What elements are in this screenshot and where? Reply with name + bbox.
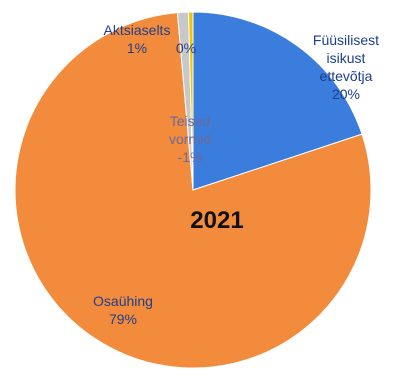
- slice-label-0-line-1: isikust: [327, 50, 366, 66]
- slice-label-0-line-2: ettevõtja: [320, 68, 373, 84]
- extra-label-line-0: Teised: [170, 113, 210, 129]
- slice-label-0-line-0: Füüsilisest: [313, 32, 379, 48]
- chart-center-title: 2021: [190, 207, 243, 234]
- slice-value-2: 1%: [127, 40, 147, 56]
- pie-slice-3: [188, 11, 194, 191]
- slice-value-3: 0%: [176, 40, 196, 56]
- slice-label-1-line-0: Osaühing: [93, 293, 153, 309]
- slice-value-0: 20%: [332, 86, 360, 102]
- extra-label-line-1: vormid: [169, 131, 211, 147]
- pie-labels: Füüsilisest isikust ettevõtja 20% Osaühing 79…: [93, 22, 379, 327]
- pie-slice-1: [14, 12, 372, 369]
- pie-slices: [14, 11, 372, 369]
- slice-label-2-line-0: Aktsiaselts: [104, 22, 171, 38]
- extra-label-value: -1%: [178, 149, 203, 165]
- slice-value-1: 79%: [109, 311, 137, 327]
- pie-slice-0: [192, 11, 363, 191]
